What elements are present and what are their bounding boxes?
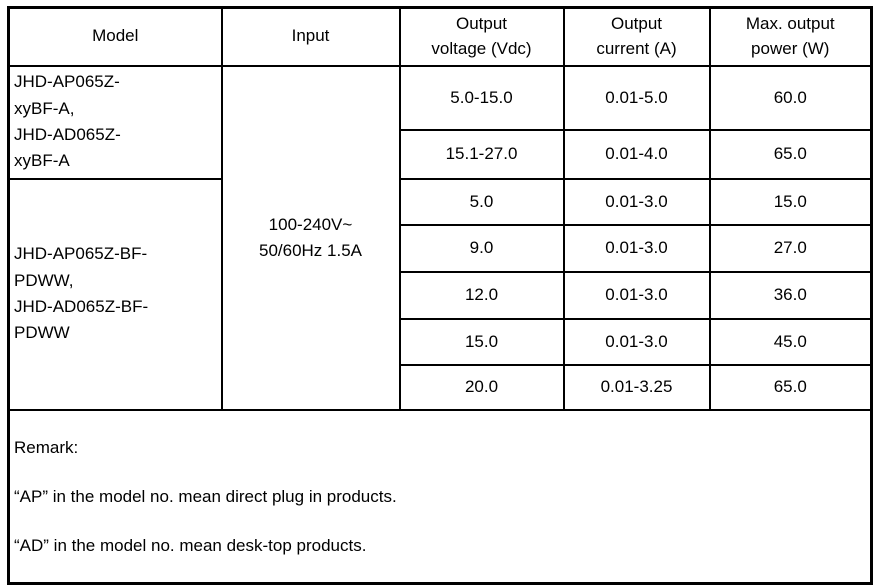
max-power-cell: 65.0 — [708, 128, 873, 180]
table-row: 15.1-27.0 0.01-4.0 65.0 — [9, 128, 873, 180]
output-current-cell: 0.01-3.0 — [562, 317, 711, 366]
remark-title: Remark: — [14, 437, 79, 457]
col-header-model: Model — [7, 6, 223, 67]
remark-row: Remark: “AP” in the model no. mean direc… — [7, 408, 873, 584]
output-current-cell: 0.01-3.0 — [562, 177, 711, 226]
remark-cell: Remark: “AP” in the model no. mean direc… — [7, 408, 873, 584]
col-header-output-current: Output current (A) — [562, 6, 711, 67]
max-power-cell: 27.0 — [708, 223, 873, 273]
output-voltage-cell: 5.0 — [398, 177, 565, 226]
power-spec-table: Model Input Output voltage (Vdc) Output … — [7, 6, 873, 585]
output-voltage-cell: 5.0-15.0 — [398, 64, 565, 131]
header-row: Model Input Output voltage (Vdc) Output … — [7, 6, 873, 67]
max-power-cell: 60.0 — [708, 64, 873, 131]
table-row: 20.0 0.01-3.25 65.0 — [9, 363, 873, 411]
max-power-cell: 15.0 — [708, 177, 873, 226]
output-current-cell: 0.01-3.0 — [562, 223, 711, 273]
output-voltage-cell: 15.1-27.0 — [398, 128, 565, 180]
table-row: JHD-AP065Z- xyBF-A, JHD-AD065Z- xyBF-A 1… — [7, 64, 873, 411]
remark-line: “AD” in the model no. mean desk-top prod… — [14, 535, 367, 555]
remark-line: “AP” in the model no. mean direct plug i… — [14, 486, 397, 506]
input-rating-cell: 100-240V~ 50/60Hz 1.5A — [220, 64, 401, 411]
table-row: 9.0 0.01-3.0 27.0 — [9, 223, 873, 273]
output-current-cell: 0.01-3.0 — [562, 270, 711, 320]
output-voltage-cell: 15.0 — [398, 317, 565, 366]
output-current-cell: 0.01-3.25 — [562, 363, 711, 411]
table-row: 15.0 0.01-3.0 45.0 — [9, 317, 873, 366]
output-current-cell: 0.01-4.0 — [562, 128, 711, 180]
model-group-cell-2: JHD-AP065Z-BF- PDWW, JHD-AD065Z-BF- PDWW — [7, 177, 223, 411]
col-header-max-output-power: Max. output power (W) — [708, 6, 873, 67]
table-row: JHD-AP065Z-BF- PDWW, JHD-AD065Z-BF- PDWW… — [7, 177, 873, 411]
max-power-cell: 45.0 — [708, 317, 873, 366]
table-row: 12.0 0.01-3.0 36.0 — [9, 270, 873, 320]
col-header-output-voltage: Output voltage (Vdc) — [398, 6, 565, 67]
output-voltage-cell: 20.0 — [398, 363, 565, 411]
output-voltage-cell: 12.0 — [398, 270, 565, 320]
max-power-cell: 36.0 — [708, 270, 873, 320]
document-page: Model Input Output voltage (Vdc) Output … — [7, 6, 873, 585]
model-group-cell-1: JHD-AP065Z- xyBF-A, JHD-AD065Z- xyBF-A — [7, 64, 223, 180]
output-voltage-cell: 9.0 — [398, 223, 565, 273]
col-header-input: Input — [220, 6, 401, 67]
max-power-cell: 65.0 — [708, 363, 873, 411]
output-current-cell: 0.01-5.0 — [562, 64, 711, 131]
